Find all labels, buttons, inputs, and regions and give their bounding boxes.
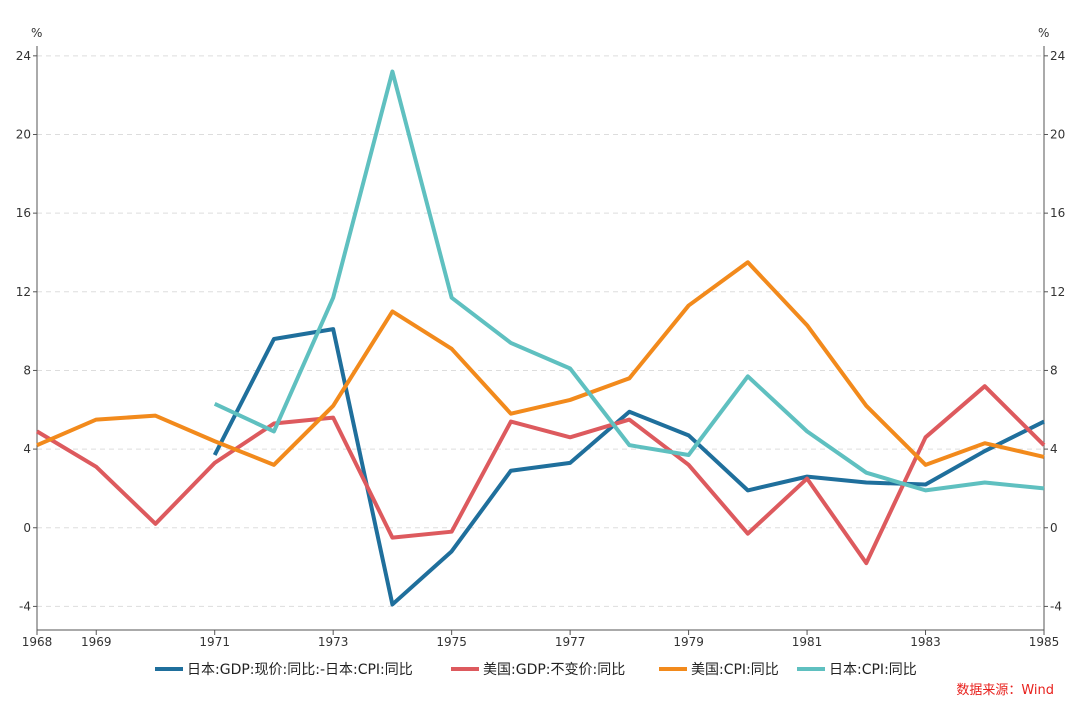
series-line-4: [213, 69, 1045, 493]
y-tick-label-right: 8: [1050, 363, 1058, 377]
x-tick-label: 1983: [910, 635, 941, 649]
legend: 日本:GDP:现价:同比:-日本:CPI:同比 美国:GDP:不变价:同比 美国:C…: [155, 662, 917, 678]
axes: [36, 46, 1045, 631]
y-tick-label-right: 12: [1050, 285, 1065, 299]
series-line-3: [36, 260, 1045, 467]
source-note: 数据来源：Wind: [956, 683, 1054, 698]
x-tick-label: 1981: [792, 635, 823, 649]
y-tick-label-left: 0: [23, 521, 31, 535]
y-tick-label-left: 24: [16, 49, 31, 63]
x-tick-label: 1973: [318, 635, 349, 649]
legend-label: 美国:CPI:同比: [691, 662, 779, 678]
x-tick-label: 1979: [673, 635, 704, 649]
left-y-ticks: -4 0 4 8 12 16 20 24: [16, 49, 37, 613]
legend-label: 日本:CPI:同比: [829, 662, 917, 678]
y-tick-label-right: 24: [1050, 49, 1065, 63]
series-lines: [35, 69, 1046, 607]
y-tick-label-left: -4: [19, 599, 31, 613]
y-tick-label-left: 8: [23, 363, 31, 377]
x-tick-label: 1985: [1029, 635, 1060, 649]
x-tick-label: 1975: [436, 635, 467, 649]
y-tick-label-right: 0: [1050, 521, 1058, 535]
x-tick-label: 1969: [81, 635, 112, 649]
y-tick-label-right: 4: [1050, 442, 1058, 456]
y-tick-label-left: 16: [16, 206, 31, 220]
series-line-2: [35, 384, 1046, 566]
x-tick-label: 1977: [555, 635, 586, 649]
y-tick-label-right: 20: [1050, 127, 1065, 141]
gridlines: [37, 55, 1044, 607]
legend-label: 日本:GDP:现价:同比:-日本:CPI:同比: [187, 662, 413, 678]
y-tick-label-left: 4: [23, 442, 31, 456]
right-y-unit: %: [1038, 26, 1049, 40]
x-ticks: 1968 1969 1971 1973 1975 1977 1979 1981 1983 1985: [22, 630, 1060, 649]
left-y-unit: %: [31, 26, 42, 40]
y-tick-label-right: -4: [1050, 599, 1062, 613]
legend-label: 美国:GDP:不变价:同比: [483, 662, 625, 678]
right-y-ticks: -4 0 4 8 12 16 20 24: [1044, 49, 1065, 613]
x-tick-label: 1971: [199, 635, 230, 649]
y-tick-label-right: 16: [1050, 206, 1065, 220]
x-tick-label: 1968: [22, 635, 53, 649]
y-tick-label-left: 12: [16, 285, 31, 299]
y-tick-label-left: 20: [16, 127, 31, 141]
